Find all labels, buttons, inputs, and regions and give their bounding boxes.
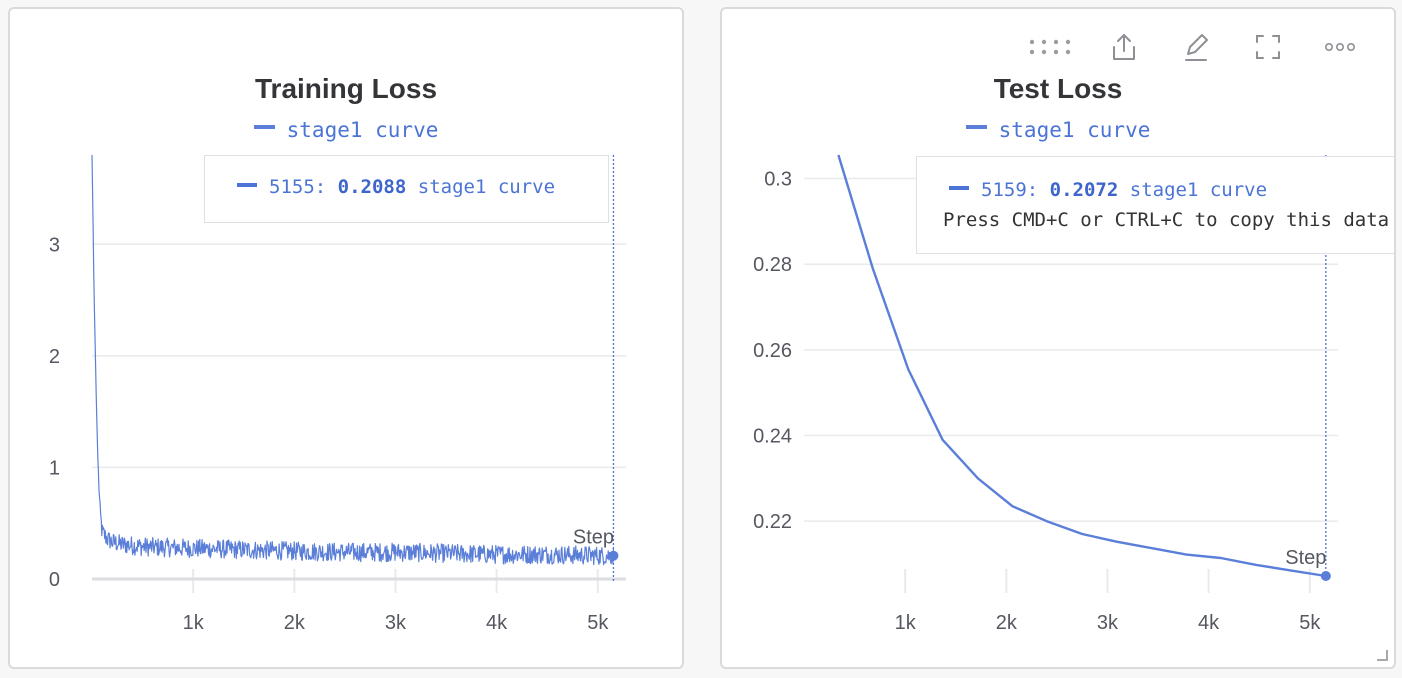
- x-tick-label: 2k: [996, 612, 1018, 634]
- y-tick-label: 0.26: [753, 340, 792, 362]
- tooltip-row: 5155: 0.2088 stage1 curve: [237, 176, 555, 198]
- tooltip-step: 5159:: [981, 179, 1039, 201]
- y-tick-label: 1: [49, 457, 60, 479]
- hover-marker: [608, 550, 619, 561]
- hover-tooltip: 5155: 0.2088 stage1 curve: [204, 155, 609, 223]
- x-tick-label: 4k: [1198, 612, 1220, 634]
- x-tick-label: 5k: [587, 612, 609, 634]
- tooltip-swatch: [237, 182, 257, 187]
- series-line: [837, 154, 1327, 578]
- y-tick-label: 0.22: [753, 511, 792, 533]
- hover-tooltip: 5159: 0.2072 stage1 curve Press CMD+C or…: [916, 156, 1394, 254]
- share-icon[interactable]: [1088, 31, 1160, 63]
- tooltip-copy-hint: Press CMD+C or CTRL+C to copy this data: [943, 209, 1390, 231]
- x-tick-label: 4k: [486, 612, 508, 634]
- tooltip-step: 5155:: [269, 176, 327, 198]
- y-tick-label: 0.3: [764, 169, 792, 191]
- chart-panel-test-loss[interactable]: Test Loss stage1 curve 0.22 0.24 0.26 0.28 0…: [720, 7, 1396, 669]
- fullscreen-icon[interactable]: [1232, 31, 1304, 63]
- edit-icon[interactable]: [1160, 31, 1232, 63]
- hover-marker: [1320, 571, 1331, 582]
- tooltip-series: stage1 curve: [1129, 179, 1268, 201]
- y-tick-label: 0.28: [753, 254, 792, 276]
- panel-toolbar: [1016, 31, 1376, 63]
- x-tick-label: 3k: [1097, 612, 1119, 634]
- chart-panel-training-loss[interactable]: Training Loss stage1 curve 0 1 2 3 1k 2k 3k 4k 5…: [8, 7, 684, 669]
- chart-legend[interactable]: stage1 curve: [10, 118, 682, 142]
- x-tick-label: 1k: [895, 612, 917, 634]
- y-tick-label: 0.24: [753, 426, 792, 448]
- tooltip-series: stage1 curve: [417, 176, 556, 198]
- y-tick-label: 0: [49, 569, 60, 591]
- series-line: [91, 154, 614, 566]
- tooltip-value: 0.2088: [337, 176, 407, 198]
- tooltip-value: 0.2072: [1049, 179, 1119, 201]
- y-tick-label: 3: [49, 234, 60, 256]
- drag-handle-icon[interactable]: [1016, 31, 1088, 63]
- tooltip-row: 5159: 0.2072 stage1 curve: [949, 179, 1267, 201]
- chart-legend[interactable]: stage1 curve: [722, 118, 1394, 142]
- more-icon[interactable]: [1304, 31, 1376, 63]
- legend-swatch: [253, 125, 275, 129]
- x-tick-label: 5k: [1299, 612, 1321, 634]
- tooltip-swatch: [949, 185, 969, 190]
- x-tick-label: 3k: [385, 612, 407, 634]
- x-axis-label: Step: [573, 527, 614, 549]
- x-tick-label: 2k: [284, 612, 306, 634]
- legend-label: stage1 curve: [286, 118, 439, 142]
- chart-title: Test Loss: [993, 73, 1123, 104]
- x-axis-label: Step: [1285, 547, 1326, 569]
- legend-swatch: [965, 125, 987, 129]
- chart-title: Training Loss: [254, 73, 438, 104]
- training-loss-plot[interactable]: 0 1 2 3 1k 2k 3k 4k 5k Step: [10, 9, 684, 669]
- x-tick-label: 1k: [183, 612, 205, 634]
- resize-handle-icon[interactable]: [1376, 649, 1388, 661]
- test-loss-plot[interactable]: 0.22 0.24 0.26 0.28 0.3 1k 2k 3k 4k 5k Step: [722, 9, 1396, 669]
- legend-label: stage1 curve: [998, 118, 1151, 142]
- y-tick-label: 2: [49, 346, 60, 368]
